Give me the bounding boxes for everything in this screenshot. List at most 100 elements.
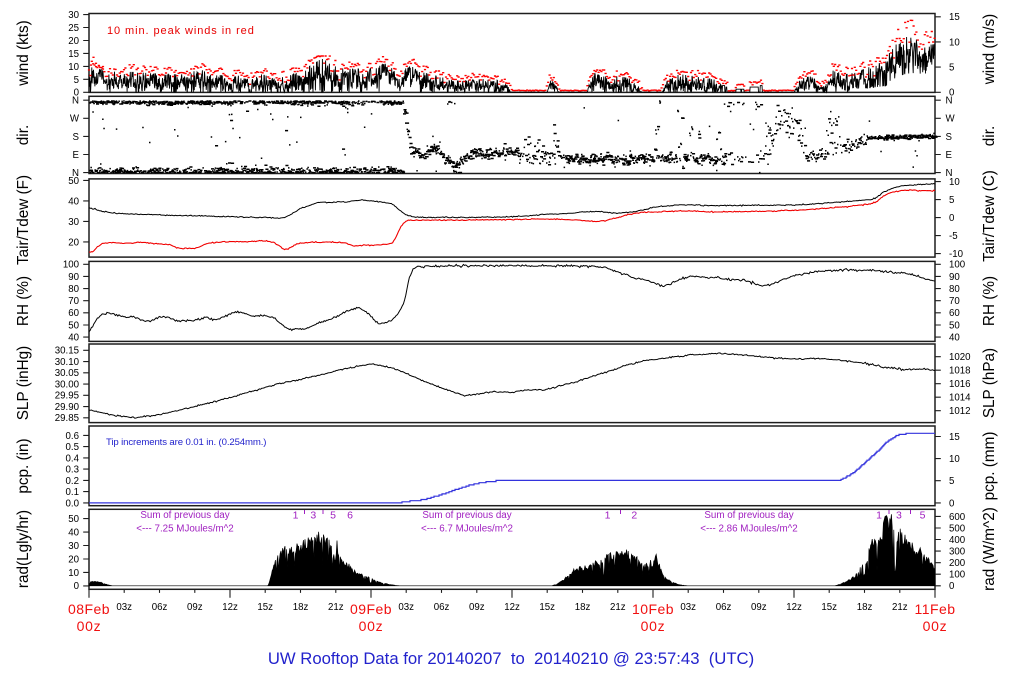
svg-text:2: 2	[631, 510, 637, 522]
svg-text:12z: 12z	[786, 602, 802, 613]
svg-text:10: 10	[949, 177, 960, 188]
svg-text:100: 100	[949, 570, 966, 581]
svg-text:10: 10	[949, 454, 960, 465]
svg-text:-5: -5	[949, 231, 958, 242]
svg-text:09z: 09z	[751, 602, 767, 613]
svg-text:500: 500	[949, 523, 966, 534]
svg-text:03z: 03z	[116, 602, 132, 613]
svg-text:09z: 09z	[469, 602, 485, 613]
svg-text:40: 40	[949, 333, 960, 344]
svg-text:3: 3	[310, 510, 316, 522]
svg-text:80: 80	[949, 284, 960, 295]
svg-text:21z: 21z	[610, 602, 626, 613]
svg-text:10: 10	[68, 568, 79, 579]
svg-text:Sum of previous day: Sum of previous day	[422, 510, 511, 521]
svg-text:Sum of previous day: Sum of previous day	[704, 510, 793, 521]
svg-text:18z: 18z	[293, 602, 309, 613]
svg-text:0.1: 0.1	[66, 487, 79, 498]
svg-text:5: 5	[920, 510, 926, 522]
svg-text:5: 5	[949, 476, 954, 487]
svg-text:21z: 21z	[892, 602, 908, 613]
svg-text:pcp. (mm): pcp. (mm)	[981, 432, 998, 501]
svg-text:SLP (hPa): SLP (hPa)	[981, 348, 998, 418]
svg-text:W: W	[946, 114, 956, 125]
svg-text:18z: 18z	[857, 602, 873, 613]
svg-text:30: 30	[68, 217, 79, 228]
svg-text:29.95: 29.95	[55, 391, 79, 402]
svg-text:dir.: dir.	[15, 125, 32, 145]
svg-text:90: 90	[68, 272, 79, 283]
svg-text:30.10: 30.10	[55, 357, 80, 368]
svg-text:W: W	[70, 114, 80, 125]
svg-text:E: E	[73, 150, 80, 161]
svg-text:12z: 12z	[504, 602, 520, 613]
svg-text:5: 5	[949, 63, 954, 74]
svg-text:0.4: 0.4	[66, 453, 80, 464]
svg-text:rad (W/m^2): rad (W/m^2)	[981, 507, 998, 591]
svg-text:0: 0	[949, 581, 955, 592]
svg-text:0: 0	[74, 88, 80, 99]
svg-text:1: 1	[876, 510, 882, 522]
svg-text:03z: 03z	[680, 602, 696, 613]
svg-text:40: 40	[68, 333, 79, 344]
svg-text:80: 80	[68, 284, 79, 295]
svg-text:N: N	[946, 96, 953, 107]
svg-text:dir.: dir.	[981, 126, 998, 146]
svg-text:S: S	[946, 132, 953, 143]
svg-text:03z: 03z	[398, 602, 414, 613]
svg-text:20: 20	[68, 36, 79, 47]
svg-text:70: 70	[949, 296, 960, 307]
svg-text:00z: 00z	[359, 618, 384, 634]
svg-text:00z: 00z	[923, 618, 948, 634]
svg-text:1012: 1012	[949, 406, 971, 417]
svg-text:60: 60	[68, 308, 79, 319]
svg-text:1016: 1016	[949, 379, 971, 390]
svg-text:1: 1	[293, 510, 299, 522]
svg-text:0.3: 0.3	[66, 465, 79, 476]
svg-text:50: 50	[949, 320, 960, 331]
svg-text:200: 200	[949, 558, 966, 569]
svg-text:50: 50	[68, 320, 79, 331]
svg-text:06z: 06z	[434, 602, 450, 613]
svg-text:10: 10	[68, 62, 79, 73]
svg-text:20: 20	[68, 237, 79, 248]
svg-text:wind (m/s): wind (m/s)	[981, 14, 998, 86]
svg-text:1: 1	[605, 510, 611, 522]
svg-text:15z: 15z	[539, 602, 555, 613]
svg-text:20: 20	[68, 554, 79, 565]
svg-text:0.6: 0.6	[66, 431, 79, 442]
svg-text:18z: 18z	[575, 602, 591, 613]
svg-text:90: 90	[949, 272, 960, 283]
svg-text:Tair/Tdew (C): Tair/Tdew (C)	[981, 170, 998, 262]
svg-text:00z: 00z	[77, 618, 102, 634]
svg-text:1020: 1020	[949, 352, 971, 363]
svg-text:30.00: 30.00	[55, 379, 80, 390]
svg-text:400: 400	[949, 535, 966, 546]
svg-text:pcp. (in): pcp. (in)	[15, 438, 32, 493]
svg-text:SLP (inHg): SLP (inHg)	[15, 346, 32, 421]
svg-text:0: 0	[949, 213, 955, 224]
svg-text:RH (%): RH (%)	[15, 276, 32, 326]
svg-text:0.2: 0.2	[66, 476, 79, 487]
svg-text:0.0: 0.0	[66, 498, 80, 509]
svg-text:<--- 7.25 MJoules/m^2: <--- 7.25 MJoules/m^2	[136, 524, 233, 535]
svg-text:60: 60	[949, 308, 960, 319]
svg-text:N: N	[946, 168, 953, 179]
svg-text:E: E	[946, 150, 953, 161]
svg-text:70: 70	[68, 296, 79, 307]
svg-text:25: 25	[68, 23, 79, 34]
svg-text:15: 15	[949, 432, 960, 443]
svg-text:5: 5	[330, 510, 336, 522]
svg-text:5: 5	[949, 195, 954, 206]
svg-text:08Feb: 08Feb	[68, 601, 110, 617]
svg-text:5: 5	[74, 75, 79, 86]
svg-text:<--- 6.7 MJoules/m^2: <--- 6.7 MJoules/m^2	[421, 524, 513, 535]
svg-text:06z: 06z	[716, 602, 732, 613]
svg-text:30.05: 30.05	[55, 368, 79, 379]
svg-text:-10: -10	[949, 249, 964, 260]
svg-text:30: 30	[68, 541, 79, 552]
svg-text:600: 600	[949, 512, 966, 523]
svg-text:11Feb: 11Feb	[915, 601, 956, 617]
svg-text:10Feb: 10Feb	[632, 601, 674, 617]
svg-text:0: 0	[74, 581, 80, 592]
